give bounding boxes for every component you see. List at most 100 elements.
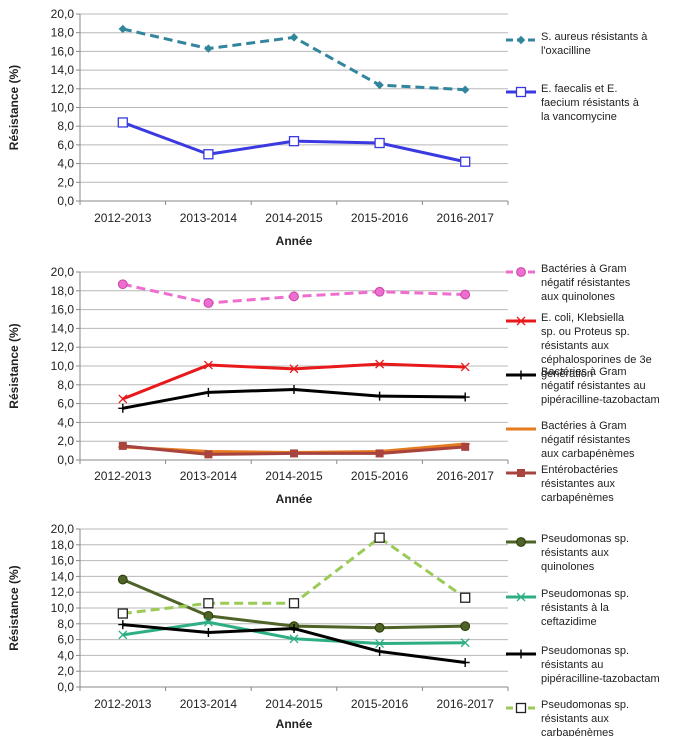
legend-label: E. faecalis et E. faecium résistants à la … bbox=[541, 83, 640, 123]
data-point bbox=[289, 624, 299, 634]
y-tick-label: 14,0 bbox=[51, 569, 75, 583]
x-axis-label: Année bbox=[276, 234, 313, 248]
legend-marker bbox=[516, 35, 526, 45]
series-3 bbox=[118, 620, 470, 668]
data-point bbox=[460, 621, 471, 632]
y-tick-label: 8,0 bbox=[57, 119, 74, 133]
data-point bbox=[118, 441, 127, 450]
series-3 bbox=[118, 385, 470, 413]
data-point bbox=[289, 385, 299, 394]
data-point bbox=[374, 532, 385, 543]
data-point bbox=[375, 639, 385, 649]
data-point bbox=[288, 136, 300, 147]
legend-marker bbox=[516, 537, 526, 547]
data-point bbox=[203, 298, 214, 308]
y-tick-label: 6,0 bbox=[57, 397, 74, 411]
data-point bbox=[374, 286, 385, 297]
legend-entry: Pseudomonas sp. résistants à la ceftazidim… bbox=[506, 588, 629, 628]
y-tick-label: 14,0 bbox=[51, 63, 75, 77]
legend-marker bbox=[516, 267, 526, 277]
data-point bbox=[118, 630, 128, 640]
data-point bbox=[374, 137, 385, 149]
legend-label: Bactéries à Gram négatif résistantes aux q… bbox=[541, 263, 631, 303]
data-point bbox=[289, 634, 299, 644]
y-tick-label: 16,0 bbox=[51, 554, 75, 568]
series-1 bbox=[117, 574, 471, 633]
data-point bbox=[117, 117, 128, 128]
legend-label: Bactéries à Gram négatif résistantes au pi… bbox=[541, 366, 660, 406]
x-tick-label: 2014-2015 bbox=[265, 211, 323, 225]
legend-label: Pseudomonas sp. résistants au pipéracillin… bbox=[541, 645, 660, 685]
data-point bbox=[460, 638, 470, 648]
y-tick-label: 14,0 bbox=[51, 321, 75, 335]
y-tick-label: 6,0 bbox=[57, 138, 74, 152]
data-point bbox=[118, 394, 128, 404]
series-1 bbox=[118, 24, 470, 94]
data-point bbox=[117, 574, 128, 585]
chart-panel-1: 0,0 2,0 4,0 6,0 8,0 10,0 12,0 14,0 16,0 18,0 20,0 2… bbox=[7, 7, 648, 248]
data-point bbox=[460, 362, 470, 372]
legend-marker bbox=[516, 592, 526, 602]
data-point bbox=[374, 622, 385, 633]
y-tick-label: 8,0 bbox=[57, 617, 74, 631]
x-axis-label: Année bbox=[276, 717, 313, 731]
legend-label: S. aureus résistants à l'oxacilline bbox=[541, 31, 648, 57]
data-point bbox=[290, 449, 298, 458]
x-tick-label: 2015-2016 bbox=[351, 469, 409, 483]
y-tick-label: 12,0 bbox=[51, 340, 75, 354]
x-tick-label: 2013-2014 bbox=[180, 211, 238, 225]
y-tick-label: 2,0 bbox=[57, 434, 74, 448]
y-tick-label: 16,0 bbox=[51, 44, 75, 58]
data-point bbox=[460, 658, 470, 668]
x-tick-label: 2012-2013 bbox=[94, 469, 152, 483]
x-tick-label: 2012-2013 bbox=[94, 697, 152, 711]
data-point bbox=[118, 403, 128, 413]
data-point bbox=[289, 33, 299, 42]
data-point bbox=[375, 391, 385, 401]
data-point bbox=[375, 80, 384, 90]
y-tick-label: 2,0 bbox=[57, 664, 74, 678]
legend-marker bbox=[516, 649, 526, 659]
y-tick-label: 0,0 bbox=[57, 194, 74, 208]
x-tick-label: 2016-2017 bbox=[437, 469, 495, 483]
y-tick-label: 6,0 bbox=[57, 633, 74, 647]
y-tick-label: 0,0 bbox=[57, 680, 74, 694]
legend-entry: Entérobactéries résistantes aux carbapénèm… bbox=[506, 464, 619, 504]
legend-marker bbox=[516, 370, 526, 380]
chart-panel-3: 0,0 2,0 4,06,0 8,0 10,0 12,0 14,016,0 18,0 20,0 2… bbox=[7, 522, 660, 739]
data-point bbox=[118, 24, 127, 34]
legend-entry: Bactéries à Gram négatif résistantes aux c… bbox=[506, 420, 635, 460]
y-tick-label: 16,0 bbox=[51, 303, 75, 317]
data-point bbox=[203, 598, 214, 609]
legend-entry: E. faecalis et E. faecium résistants à la … bbox=[506, 83, 640, 123]
data-point bbox=[203, 360, 213, 370]
data-point bbox=[460, 392, 470, 402]
legend-marker bbox=[517, 469, 525, 477]
legend-marker bbox=[515, 702, 527, 714]
data-point bbox=[203, 387, 213, 397]
y-tick-label: 8,0 bbox=[57, 378, 74, 392]
legend-label: Entérobactéries résistantes aux carbapénèm… bbox=[541, 464, 619, 504]
x-tick-label: 2016-2017 bbox=[437, 211, 495, 225]
x-tick-label: 2015-2016 bbox=[351, 211, 409, 225]
x-tick-label: 2015-2016 bbox=[351, 697, 409, 711]
data-point bbox=[375, 359, 385, 369]
series-5 bbox=[118, 441, 470, 459]
y-tick-label: 0,0 bbox=[57, 453, 74, 467]
legend-entry: Bactéries à Gram négatif résistantes aux q… bbox=[506, 263, 631, 303]
x-tick-label: 2013-2014 bbox=[180, 469, 238, 483]
series-2 bbox=[118, 617, 470, 649]
data-point bbox=[461, 442, 470, 451]
x-tick-label: 2016-2017 bbox=[437, 697, 495, 711]
data-point bbox=[288, 598, 300, 609]
y-tick-label: 2,0 bbox=[57, 175, 74, 189]
series-4 bbox=[117, 532, 471, 619]
legend-label: Pseudomonas sp. résistants aux quinolones bbox=[541, 533, 629, 573]
y-tick-label: 10,0 bbox=[51, 359, 75, 373]
y-tick-label: 20,0 bbox=[51, 7, 75, 21]
series-2 bbox=[117, 117, 471, 167]
x-tick-label: 2014-2015 bbox=[265, 697, 323, 711]
y-tick-label: 10,0 bbox=[51, 601, 75, 615]
data-point bbox=[460, 592, 471, 603]
